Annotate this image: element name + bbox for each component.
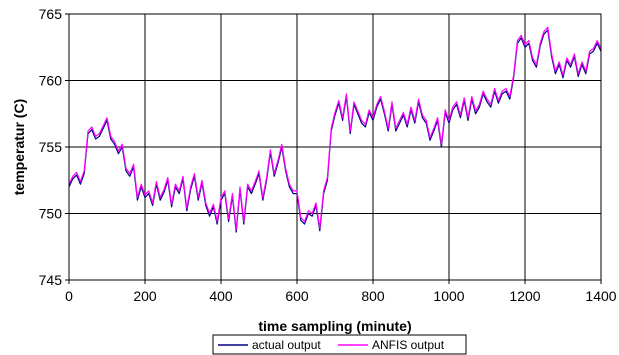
x-axis-title: time sampling (minute) [258, 318, 411, 334]
legend-label-anfis: ANFIS output [372, 338, 445, 352]
x-tick-label: 1200 [509, 288, 540, 304]
y-axis-title: temperatur (C) [11, 99, 27, 195]
x-tick-label: 600 [285, 288, 309, 304]
y-tick-label: 765 [39, 6, 63, 22]
legend-label-actual: actual output [252, 338, 321, 352]
x-tick-label: 1000 [433, 288, 464, 304]
y-tick-label: 760 [39, 73, 63, 89]
x-tick-label: 1400 [585, 288, 616, 304]
x-tick-label: 400 [209, 288, 233, 304]
x-ticks: 0 200 400 600 800 1000 1200 1400 [65, 280, 617, 304]
x-tick-label: 200 [133, 288, 157, 304]
y-tick-label: 745 [39, 272, 63, 288]
legend: actual output ANFIS output [213, 335, 466, 354]
x-tick-label: 0 [65, 288, 73, 304]
x-tick-label: 800 [361, 288, 385, 304]
y-tick-label: 755 [39, 139, 63, 155]
y-ticks: 745 750 755 760 765 [39, 6, 69, 288]
y-tick-label: 750 [39, 206, 63, 222]
